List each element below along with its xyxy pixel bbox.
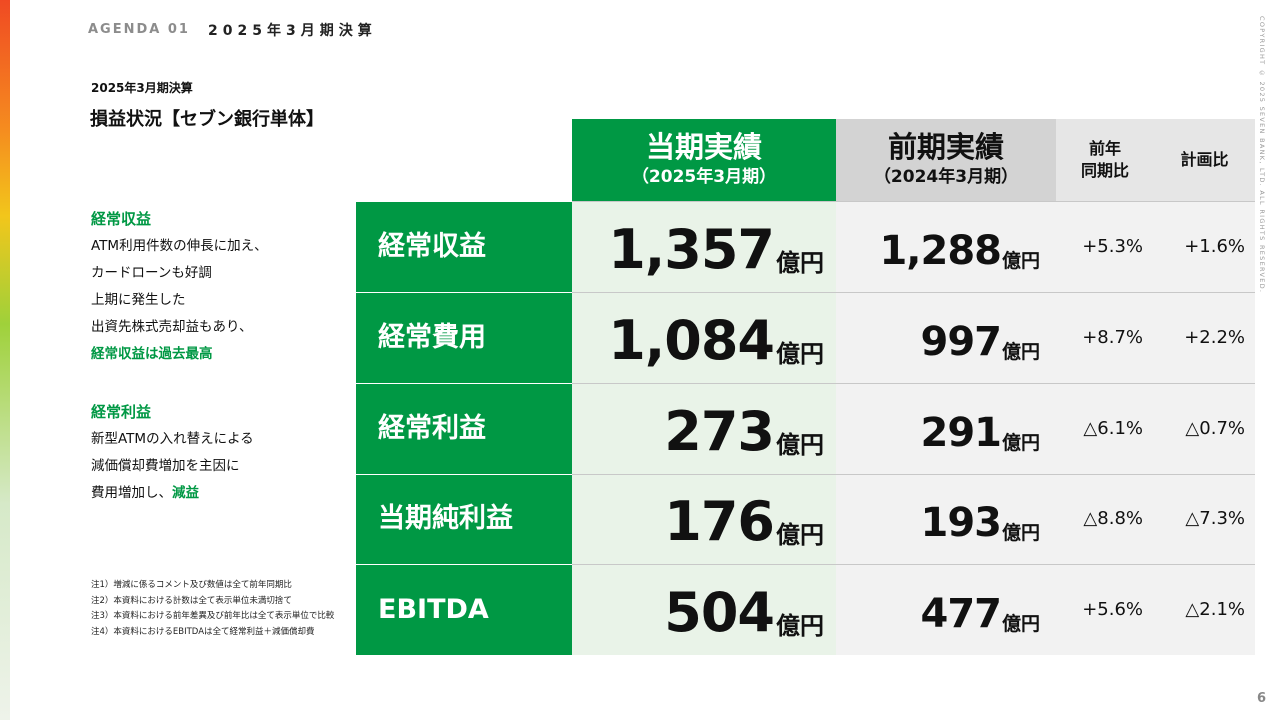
row-label: 経常利益 bbox=[378, 413, 486, 444]
row-divider bbox=[356, 564, 572, 565]
current-value-number: 1,357 bbox=[608, 218, 775, 281]
row-label-column: 経常収益 経常費用 経常利益 当期純利益 EBITDA bbox=[356, 202, 572, 655]
row-divider bbox=[572, 201, 1255, 202]
accent-stripe bbox=[0, 0, 10, 720]
revenue-commentary-highlight: 経常収益は過去最高 bbox=[91, 346, 213, 362]
footnote: 注1）増減に係るコメント及び数値は全て前年同期比 bbox=[91, 580, 292, 590]
previous-value: 193 億円 bbox=[920, 474, 1040, 564]
unit-label: 億円 bbox=[1001, 341, 1040, 363]
current-value: 1,084 億円 bbox=[608, 293, 824, 383]
current-value: 504 億円 bbox=[664, 565, 824, 655]
current-value-number: 504 bbox=[664, 581, 775, 644]
current-value-number: 1,084 bbox=[608, 309, 775, 372]
section-title: 損益状況【セブン銀行単体】 bbox=[90, 109, 324, 130]
yoy-header-line: 前年 bbox=[1088, 139, 1121, 158]
previous-period-title: 前期実績 bbox=[887, 130, 1004, 164]
unit-label: 億円 bbox=[776, 431, 824, 459]
previous-value: 477 億円 bbox=[920, 565, 1040, 655]
revenue-commentary-line: 出資先株式売却益もあり、 bbox=[91, 319, 253, 335]
profit-commentary: 経常利益 新型ATMの入れ替えによる 減価償却費増加を主因に 費用増加し、減益 bbox=[91, 401, 331, 507]
footnote: 注3）本資料における前年差異及び前年比は全て表示単位で比較 bbox=[91, 611, 335, 621]
unit-label: 億円 bbox=[776, 612, 824, 640]
previous-period-column: 1,288 億円 997 億円 291 億円 193 億円 477 億円 bbox=[836, 202, 1056, 655]
agenda-label: AGENDA 01 bbox=[88, 22, 190, 37]
plan-value: △7.3% bbox=[1185, 508, 1245, 529]
plan-value: △2.1% bbox=[1185, 599, 1245, 620]
row-divider bbox=[572, 383, 1255, 384]
unit-label: 億円 bbox=[776, 249, 824, 277]
previous-value-number: 997 bbox=[920, 319, 1001, 365]
previous-value-number: 291 bbox=[920, 410, 1001, 456]
profit-commentary-line: 新型ATMの入れ替えによる bbox=[91, 431, 254, 447]
yoy-value: +8.7% bbox=[1082, 327, 1143, 348]
current-value: 1,357 億円 bbox=[608, 202, 824, 292]
previous-value: 1,288 億円 bbox=[879, 202, 1040, 292]
current-period-label: （2025年3月期） bbox=[631, 167, 777, 187]
page-number: 6 bbox=[1256, 691, 1266, 706]
copyright-notice: COPYRIGHT © 2025 SEVEN BANK, LTD. ALL RI… bbox=[1258, 16, 1266, 294]
current-period-column: 1,357 億円 1,084 億円 273 億円 176 億円 504 億円 bbox=[572, 202, 836, 655]
yoy-value: +5.3% bbox=[1082, 236, 1143, 257]
unit-label: 億円 bbox=[1001, 522, 1040, 544]
row-divider bbox=[356, 474, 572, 475]
plan-value: +2.2% bbox=[1184, 327, 1245, 348]
revenue-commentary-line: 上期に発生した bbox=[91, 292, 186, 308]
ratio-columns: +5.3% +1.6% +8.7% +2.2% △6.1% △0.7% △8.8… bbox=[1056, 202, 1255, 655]
previous-period-header: 前期実績 （2024年3月期） bbox=[836, 119, 1056, 201]
unit-label: 億円 bbox=[1001, 613, 1040, 635]
footnotes: 注1）増減に係るコメント及び数値は全て前年同期比 注2）本資料における計数は全て… bbox=[91, 578, 334, 640]
yoy-value: △8.8% bbox=[1083, 508, 1143, 529]
row-label: 当期純利益 bbox=[378, 503, 513, 534]
row-divider bbox=[356, 292, 572, 293]
unit-label: 億円 bbox=[776, 521, 824, 549]
yoy-value: △6.1% bbox=[1083, 418, 1143, 439]
current-value: 176 億円 bbox=[664, 474, 824, 564]
row-label: EBITDA bbox=[378, 594, 489, 625]
unit-label: 億円 bbox=[776, 340, 824, 368]
previous-value-number: 193 bbox=[920, 500, 1001, 546]
agenda-title: 2025年3月期決算 bbox=[208, 23, 377, 39]
profit-commentary-heading: 経常利益 bbox=[91, 403, 152, 421]
row-divider bbox=[572, 292, 1255, 293]
current-value-number: 273 bbox=[664, 400, 775, 463]
yoy-header: 前年 同期比 bbox=[1056, 119, 1154, 201]
row-label: 経常収益 bbox=[378, 231, 486, 262]
footnote: 注2）本資料における計数は全て表示単位未満切捨て bbox=[91, 595, 292, 606]
previous-value: 997 億円 bbox=[920, 293, 1040, 383]
previous-value-number: 477 bbox=[920, 591, 1001, 637]
plan-value: △0.7% bbox=[1185, 418, 1245, 439]
row-divider bbox=[356, 383, 572, 384]
current-period-header: 当期実績 （2025年3月期） bbox=[572, 119, 836, 201]
row-divider bbox=[572, 474, 1255, 475]
previous-value-number: 1,288 bbox=[879, 228, 1002, 274]
previous-value: 291 億円 bbox=[920, 384, 1040, 474]
current-value-number: 176 bbox=[664, 490, 775, 553]
revenue-commentary-line: ATM利用件数の伸長に加え、 bbox=[91, 238, 268, 254]
section-subtitle: 2025年3月期決算 bbox=[91, 81, 193, 95]
current-value: 273 億円 bbox=[664, 384, 824, 474]
yoy-value: +5.6% bbox=[1082, 599, 1143, 620]
row-label: 経常費用 bbox=[378, 322, 486, 353]
plan-value: +1.6% bbox=[1184, 236, 1245, 257]
yoy-header-line: 同期比 bbox=[1080, 161, 1129, 180]
profit-commentary-line: 減価償却費増加を主因に bbox=[91, 458, 240, 474]
profit-commentary-line: 費用増加し、 bbox=[91, 485, 172, 501]
revenue-commentary: 経常収益 ATM利用件数の伸長に加え、 カードローンも好調 上期に発生した 出資… bbox=[91, 208, 331, 368]
previous-period-label: （2024年3月期） bbox=[873, 167, 1019, 187]
plan-header: 計画比 bbox=[1154, 119, 1255, 201]
revenue-commentary-heading: 経常収益 bbox=[91, 210, 152, 228]
profit-commentary-highlight: 減益 bbox=[172, 485, 199, 501]
footnote: 注4）本資料におけるEBITDAは全て経常利益＋減価償却費 bbox=[91, 626, 315, 637]
current-period-title: 当期実績 bbox=[645, 130, 762, 164]
unit-label: 億円 bbox=[1001, 432, 1040, 454]
row-divider bbox=[572, 564, 1255, 565]
unit-label: 億円 bbox=[1001, 250, 1040, 272]
revenue-commentary-line: カードローンも好調 bbox=[91, 265, 212, 281]
